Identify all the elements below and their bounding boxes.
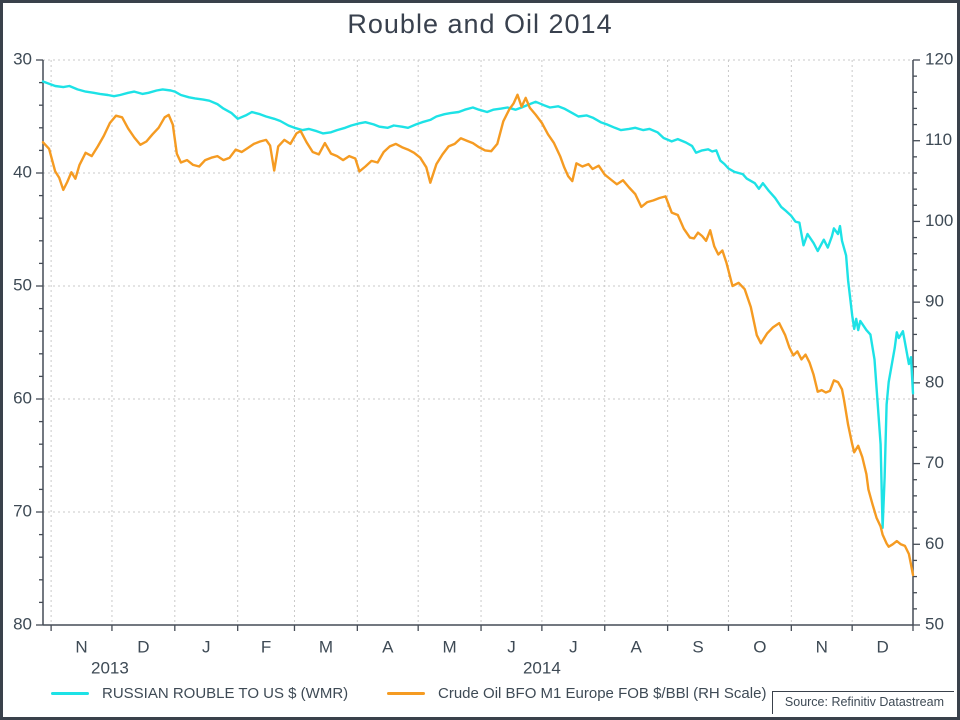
left-tick-label: 70 [13, 501, 32, 520]
month-label: A [382, 637, 394, 656]
month-label: N [75, 637, 87, 656]
oil-line-swatch [387, 691, 425, 695]
legend-item-rouble: RUSSIAN ROUBLE TO US $ (WMR) [51, 682, 348, 704]
left-tick-label: 40 [13, 162, 32, 181]
right-tick-label: 100 [925, 211, 953, 230]
oil-line [41, 93, 915, 577]
legend-label-rouble: RUSSIAN ROUBLE TO US $ (WMR) [102, 684, 349, 702]
month-label: J [507, 637, 516, 656]
right-tick-label: 120 [925, 49, 953, 68]
right-tick-label: 70 [925, 453, 944, 472]
left-tick-label: 60 [13, 388, 32, 407]
year-label: 2013 [91, 658, 129, 677]
year-label: 2014 [523, 658, 561, 677]
right-tick-label: 110 [925, 130, 952, 149]
month-label: M [319, 637, 333, 656]
month-label: F [261, 637, 271, 656]
rouble-line [41, 80, 915, 529]
month-label: S [692, 637, 703, 656]
month-label: D [137, 637, 149, 656]
right-tick-label: 90 [925, 292, 944, 311]
left-tick-label: 30 [13, 49, 32, 68]
month-label: N [816, 637, 828, 656]
right-tick-label: 80 [925, 372, 944, 391]
legend-label-oil: Crude Oil BFO M1 Europe FOB $/BBl (RH Sc… [438, 684, 767, 702]
source-attribution: Source: Refinitiv Datastream [771, 691, 954, 714]
month-label: M [443, 637, 457, 656]
month-label: O [753, 637, 766, 656]
legend-item-oil: Crude Oil BFO M1 Europe FOB $/BBl (RH Sc… [387, 682, 766, 704]
chart-title: Rouble and Oil 2014 [347, 9, 613, 39]
right-tick-label: 50 [925, 614, 944, 633]
month-label: D [876, 637, 888, 656]
month-label: A [631, 637, 643, 656]
rouble-line-swatch [51, 691, 89, 695]
month-label: J [569, 637, 578, 656]
chart-canvas: 30 40 50 60 70 80 50 60 70 80 90 100 110 120 N D J F M A M J J… [13, 49, 953, 677]
left-tick-label: 80 [13, 614, 32, 633]
left-tick-label: 50 [13, 275, 32, 294]
month-label: J [202, 637, 211, 656]
legend: RUSSIAN ROUBLE TO US $ (WMR) Crude Oil B… [3, 682, 957, 704]
right-tick-label: 60 [925, 534, 944, 553]
